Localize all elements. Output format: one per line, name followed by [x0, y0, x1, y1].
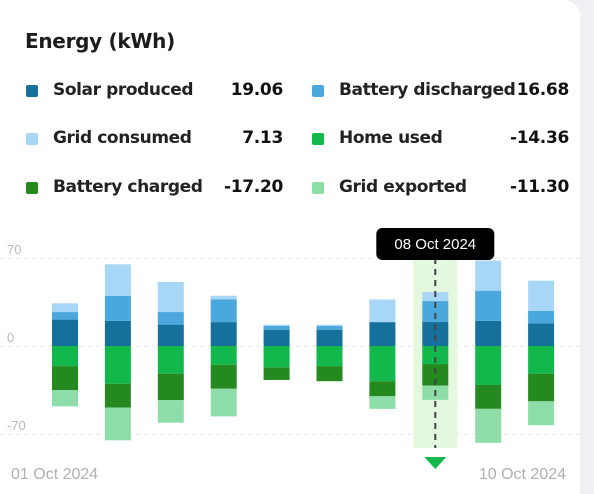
- bar-segment[interactable]: [528, 323, 555, 346]
- bar-segment[interactable]: [369, 322, 396, 346]
- legend-item[interactable]: Solar produced 19.06: [26, 80, 284, 105]
- legend-value: -11.30: [509, 177, 569, 197]
- legend-item[interactable]: Grid consumed 7.13: [26, 128, 283, 153]
- legend-label: Grid consumed: [53, 128, 192, 148]
- legend-value: 7.13: [242, 128, 283, 148]
- bar-group[interactable]: [157, 281, 184, 423]
- legend-item[interactable]: Battery discharged 16.68: [312, 80, 570, 105]
- bar-segment[interactable]: [104, 407, 131, 441]
- bar-segment[interactable]: [263, 324, 290, 326]
- bar-segment[interactable]: [475, 320, 502, 346]
- legend-swatch: [26, 182, 38, 194]
- bar-segment[interactable]: [104, 320, 131, 346]
- tooltip-label: 08 Oct 2024: [394, 236, 476, 253]
- bar-segment[interactable]: [422, 364, 449, 386]
- bar-segment[interactable]: [528, 346, 555, 374]
- bar-segment[interactable]: [157, 312, 184, 325]
- bar-segment[interactable]: [369, 381, 396, 397]
- bar-segment[interactable]: [52, 303, 78, 313]
- bar-segment[interactable]: [528, 280, 555, 311]
- legend-label: Battery discharged: [339, 80, 516, 100]
- bar-segment[interactable]: [369, 346, 396, 382]
- bar-segment[interactable]: [528, 373, 555, 402]
- bar-segment[interactable]: [210, 299, 237, 323]
- bar-segment[interactable]: [263, 346, 290, 368]
- legend-swatch: [26, 85, 38, 97]
- legend-value: 19.06: [230, 80, 284, 100]
- bar-segment[interactable]: [52, 346, 78, 367]
- energy-card: Energy (kWh) Solar produced 19.06 Battery …: [0, 0, 580, 494]
- bar-segment[interactable]: [157, 373, 184, 401]
- bar-segment[interactable]: [210, 364, 237, 389]
- bar-segment[interactable]: [210, 322, 237, 346]
- bar-segment[interactable]: [52, 366, 78, 390]
- legend-value: -14.36: [509, 128, 569, 148]
- bar-group[interactable]: [528, 280, 555, 426]
- energy-chart[interactable]: 70 0 -70 08 Oct 2024 01 Oct 2024 10 Oct 2024: [0, 228, 580, 494]
- bar-segment[interactable]: [157, 400, 184, 423]
- bar-segment[interactable]: [104, 295, 131, 321]
- legend-label: Solar produced: [53, 80, 194, 100]
- bar-group[interactable]: [210, 295, 237, 417]
- bar-segment[interactable]: [422, 322, 449, 346]
- card-title: Energy (kWh): [25, 29, 175, 53]
- bar-group[interactable]: [316, 324, 343, 382]
- bar-segment[interactable]: [475, 260, 502, 291]
- legend-label: Grid exported: [339, 177, 467, 197]
- selection-marker[interactable]: [424, 457, 447, 469]
- y-tick-label: -70: [7, 418, 26, 433]
- bar-segment[interactable]: [475, 384, 502, 409]
- legend-swatch: [312, 85, 324, 97]
- bar-segment[interactable]: [475, 290, 502, 321]
- bar-segment[interactable]: [52, 319, 78, 346]
- bar-segment[interactable]: [475, 408, 502, 443]
- bar-segment[interactable]: [263, 329, 290, 346]
- bar-segment[interactable]: [369, 299, 396, 323]
- legend-item[interactable]: Grid exported -11.30: [312, 177, 569, 202]
- y-tick-label: 70: [7, 242, 21, 257]
- bar-segment[interactable]: [210, 295, 237, 300]
- bar-segment[interactable]: [104, 383, 131, 408]
- bar-segment[interactable]: [316, 329, 343, 346]
- legend-value: 16.68: [516, 80, 570, 100]
- bar-group[interactable]: [475, 260, 502, 443]
- legend-label: Home used: [339, 128, 443, 148]
- legend-item[interactable]: Battery charged -17.20: [26, 177, 283, 202]
- bar-segment[interactable]: [52, 390, 78, 407]
- bar-segment[interactable]: [422, 346, 449, 365]
- bar-segment[interactable]: [263, 367, 290, 380]
- bar-segment[interactable]: [52, 312, 78, 320]
- bar-segment[interactable]: [316, 325, 343, 330]
- bar-segment[interactable]: [475, 346, 502, 385]
- bar-segment[interactable]: [316, 324, 343, 326]
- bar-segment[interactable]: [210, 388, 237, 417]
- legend-swatch: [26, 133, 38, 145]
- bar-segment[interactable]: [369, 396, 396, 409]
- legend-label: Battery charged: [53, 177, 203, 197]
- bar-segment[interactable]: [528, 310, 555, 324]
- tooltip-box: [376, 228, 495, 260]
- bar-group[interactable]: [263, 324, 290, 380]
- bar-segment[interactable]: [104, 346, 131, 384]
- x-tick-label: 01 Oct 2024: [11, 466, 98, 483]
- bar-segment[interactable]: [316, 346, 343, 367]
- y-tick-label: 0: [7, 330, 14, 345]
- bar-segment[interactable]: [210, 346, 237, 365]
- bar-segment[interactable]: [104, 264, 131, 296]
- bar-group[interactable]: [369, 299, 396, 409]
- legend-swatch: [312, 182, 324, 194]
- bar-group[interactable]: [52, 303, 78, 407]
- legend-item[interactable]: Home used -14.36: [312, 128, 569, 153]
- bar-group[interactable]: [104, 264, 131, 441]
- legend-value: -17.20: [223, 177, 283, 197]
- bar-segment[interactable]: [316, 366, 343, 382]
- bar-segment[interactable]: [528, 401, 555, 426]
- x-tick-label: 10 Oct 2024: [479, 466, 566, 483]
- bar-segment[interactable]: [422, 301, 449, 323]
- legend-swatch: [312, 133, 324, 145]
- bar-segment[interactable]: [157, 324, 184, 346]
- bar-segment[interactable]: [157, 281, 184, 313]
- bar-segment[interactable]: [157, 346, 184, 374]
- bar-segment[interactable]: [263, 325, 290, 330]
